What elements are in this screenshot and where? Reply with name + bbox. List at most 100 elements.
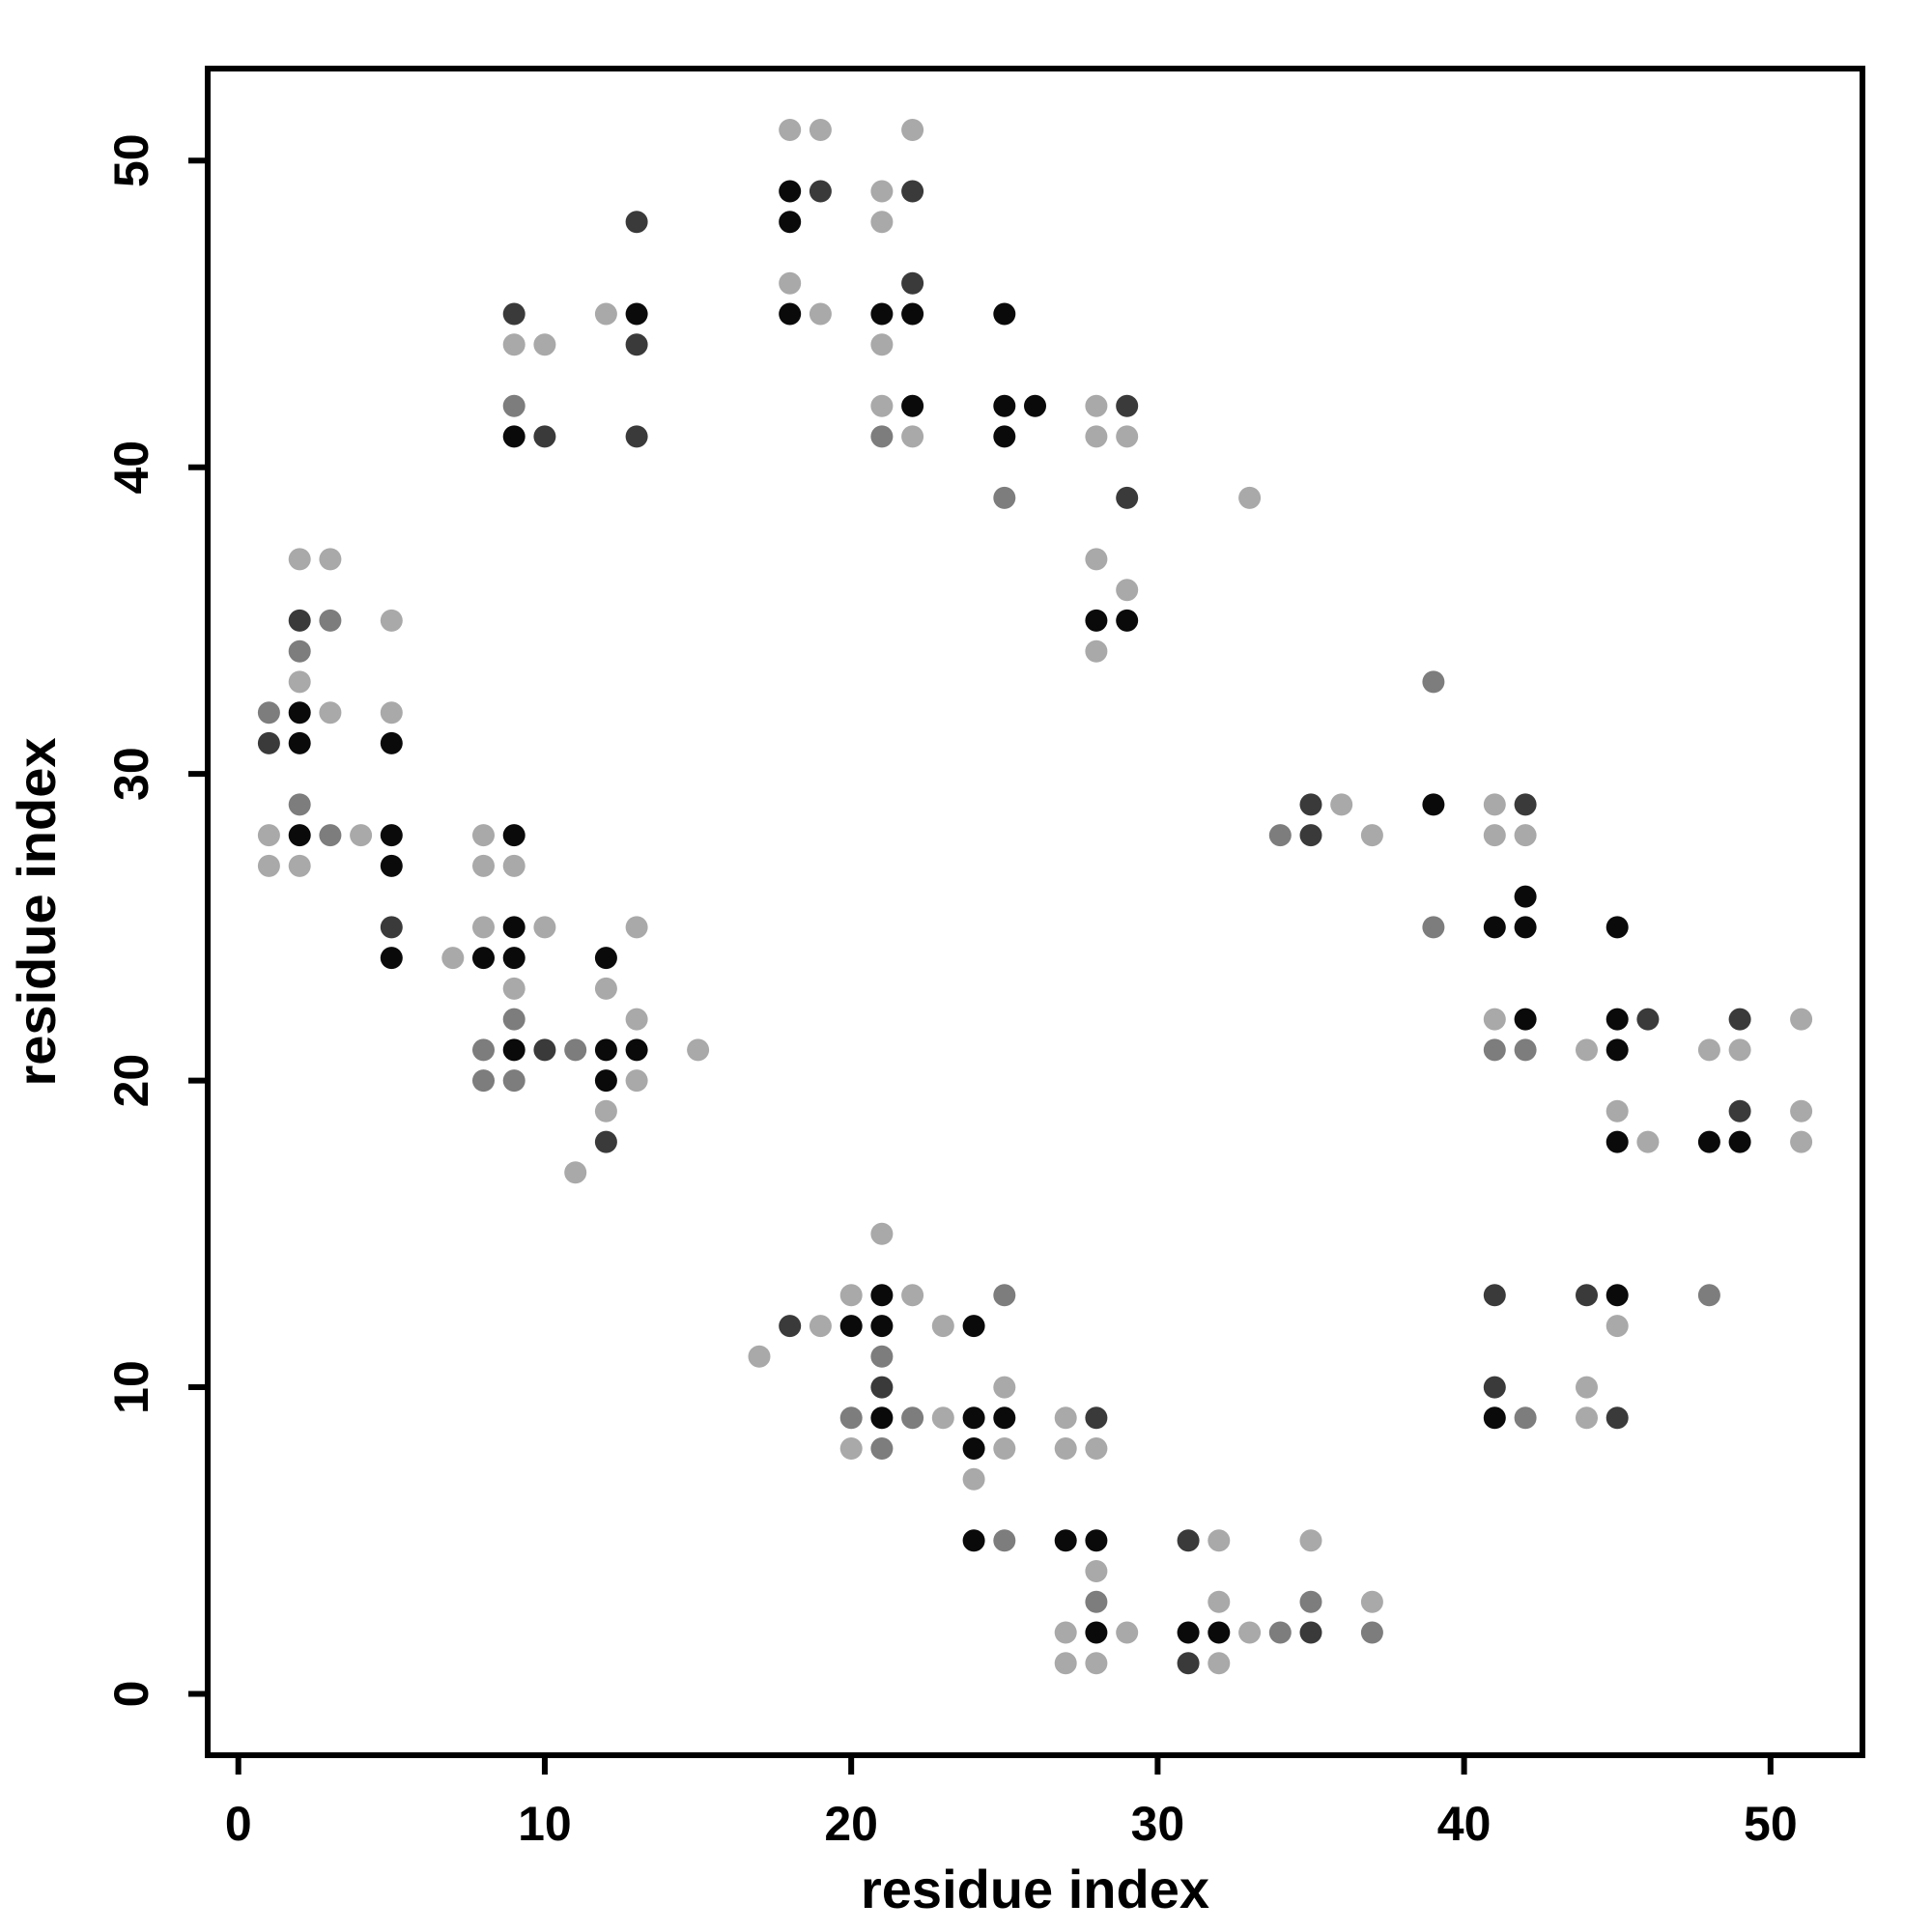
data-point xyxy=(1299,793,1322,816)
data-point xyxy=(839,1437,863,1460)
data-point xyxy=(1116,609,1139,632)
data-point xyxy=(1697,1130,1720,1153)
data-point xyxy=(993,1437,1016,1460)
data-point xyxy=(1576,1406,1598,1430)
data-point xyxy=(931,1315,954,1338)
data-point xyxy=(1605,1008,1629,1031)
data-point xyxy=(1024,394,1046,417)
data-point xyxy=(502,947,526,970)
data-point xyxy=(625,1038,648,1062)
data-point xyxy=(839,1406,863,1430)
data-point xyxy=(870,1222,894,1245)
data-point xyxy=(502,302,526,326)
x-tick-label: 50 xyxy=(1744,1797,1798,1851)
data-point xyxy=(1483,1038,1506,1062)
data-point xyxy=(1116,486,1139,509)
data-point xyxy=(962,1406,985,1430)
data-point xyxy=(1605,1099,1629,1122)
data-point xyxy=(993,394,1016,417)
data-point xyxy=(1177,1652,1200,1675)
data-point xyxy=(1605,1130,1629,1153)
data-point xyxy=(502,824,526,847)
data-point xyxy=(1085,1590,1108,1613)
data-point xyxy=(1299,1529,1322,1552)
data-point xyxy=(779,180,802,203)
data-point xyxy=(1576,1038,1598,1062)
data-point xyxy=(1636,1130,1660,1153)
data-point xyxy=(257,731,280,754)
data-point xyxy=(1054,1437,1077,1460)
data-point xyxy=(594,1099,617,1122)
data-point xyxy=(472,824,495,847)
data-point xyxy=(288,639,311,663)
data-point xyxy=(1085,425,1108,448)
data-point xyxy=(962,1437,985,1460)
data-point xyxy=(1054,1406,1077,1430)
y-tick-label: 40 xyxy=(104,440,158,495)
y-tick-label: 10 xyxy=(104,1360,158,1414)
data-point xyxy=(993,1376,1016,1399)
data-point xyxy=(472,916,495,939)
data-point xyxy=(288,731,311,754)
data-point xyxy=(1116,1621,1139,1644)
data-point xyxy=(1208,1529,1231,1552)
data-point xyxy=(1116,425,1139,448)
plot-border xyxy=(205,66,1865,1758)
data-point xyxy=(870,211,894,234)
data-point xyxy=(870,1406,894,1430)
data-point xyxy=(319,609,342,632)
data-point xyxy=(1483,1376,1506,1399)
data-point xyxy=(870,425,894,448)
data-point xyxy=(993,1284,1016,1307)
data-point xyxy=(1208,1652,1231,1675)
data-point xyxy=(502,1069,526,1093)
data-point xyxy=(380,701,403,724)
data-point xyxy=(870,1345,894,1368)
data-point xyxy=(1238,486,1262,509)
data-point xyxy=(1360,824,1383,847)
data-point xyxy=(1514,824,1537,847)
data-point xyxy=(1085,548,1108,571)
data-point xyxy=(1605,1406,1629,1430)
data-point xyxy=(625,1069,648,1093)
data-point xyxy=(625,211,648,234)
data-point xyxy=(1085,1406,1108,1430)
data-point xyxy=(594,977,617,1000)
y-axis-tick-labels: 0 10 20 30 40 50 xyxy=(104,133,158,1707)
data-point xyxy=(625,333,648,356)
data-point xyxy=(288,854,311,877)
data-point xyxy=(350,824,373,847)
data-point xyxy=(779,1315,802,1338)
data-point xyxy=(1483,1406,1506,1430)
data-point xyxy=(870,1315,894,1338)
data-point xyxy=(1483,916,1506,939)
data-point xyxy=(809,180,832,203)
x-tick-label: 20 xyxy=(824,1797,878,1851)
data-point xyxy=(288,670,311,694)
x-axis-ticks xyxy=(235,1755,1774,1775)
data-point xyxy=(1299,824,1322,847)
data-point xyxy=(441,947,465,970)
data-point xyxy=(1085,394,1108,417)
data-point xyxy=(594,947,617,970)
data-point xyxy=(1514,885,1537,908)
data-point xyxy=(625,425,648,448)
data-point xyxy=(1576,1376,1598,1399)
x-tick-label: 10 xyxy=(518,1797,572,1851)
data-point xyxy=(870,180,894,203)
x-axis-title: residue index xyxy=(861,1859,1209,1919)
data-point xyxy=(870,302,894,326)
data-point xyxy=(502,425,526,448)
data-point xyxy=(1085,1621,1108,1644)
data-point xyxy=(901,180,924,203)
data-point xyxy=(594,1038,617,1062)
data-point xyxy=(1728,1130,1751,1153)
data-point xyxy=(993,302,1016,326)
data-point xyxy=(779,271,802,295)
data-point xyxy=(1514,1038,1537,1062)
x-tick-label: 40 xyxy=(1437,1797,1492,1851)
data-point xyxy=(1085,1652,1108,1675)
data-point xyxy=(1116,579,1139,602)
data-point xyxy=(1605,1284,1629,1307)
